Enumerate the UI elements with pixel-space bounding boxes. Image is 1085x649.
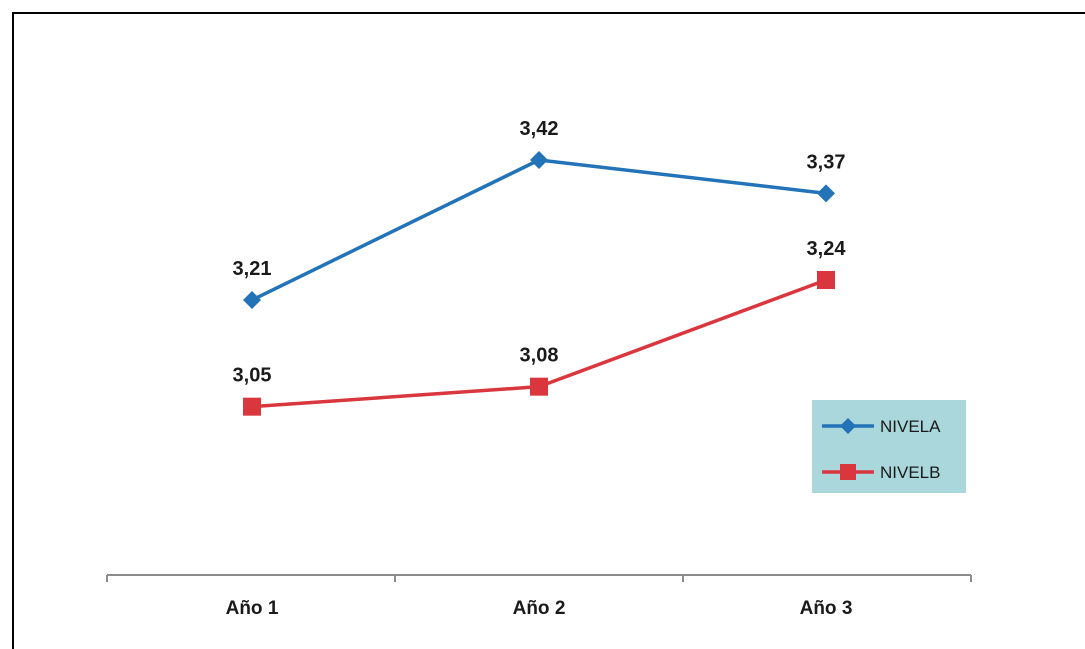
chart-frame bbox=[12, 12, 1085, 649]
legend-marker-nivelb bbox=[840, 464, 856, 480]
x-axis bbox=[106, 574, 972, 582]
data-label-nivela-3: 3,37 bbox=[807, 151, 846, 173]
legend-marker-nivela bbox=[840, 418, 856, 434]
point-nivelb-2 bbox=[530, 377, 548, 396]
data-label-nivela-2: 3,42 bbox=[520, 118, 559, 140]
data-label-nivelb-3: 3,24 bbox=[807, 238, 847, 260]
legend-keys bbox=[822, 418, 874, 480]
point-nivela-3 bbox=[817, 184, 835, 203]
data-label-nivela-1: 3,21 bbox=[233, 258, 272, 280]
x-tick-label-2: Año 2 bbox=[513, 598, 566, 619]
point-nivela-1 bbox=[243, 291, 261, 309]
x-tick-label-3: Año 3 bbox=[800, 598, 853, 619]
x-tick-label-1: Año 1 bbox=[226, 598, 279, 619]
series-group bbox=[243, 151, 835, 416]
point-nivelb-3 bbox=[817, 271, 835, 289]
legend: NIVELA NIVELB bbox=[812, 400, 966, 493]
legend-label-nivelb: NIVELB bbox=[880, 463, 940, 482]
data-label-nivelb-2: 3,08 bbox=[520, 345, 559, 367]
legend-label-nivela: NIVELA bbox=[880, 417, 941, 436]
data-labels: 3,21 3,42 3,37 3,05 3,08 3,24 bbox=[233, 118, 847, 387]
point-nivelb-1 bbox=[243, 397, 261, 416]
x-tick-labels: Año 1 Año 2 Año 3 bbox=[226, 598, 853, 619]
data-label-nivelb-1: 3,05 bbox=[233, 365, 272, 387]
legend-background bbox=[812, 400, 966, 493]
series-line-nivela bbox=[251, 158, 827, 302]
point-nivela-2 bbox=[530, 151, 548, 169]
